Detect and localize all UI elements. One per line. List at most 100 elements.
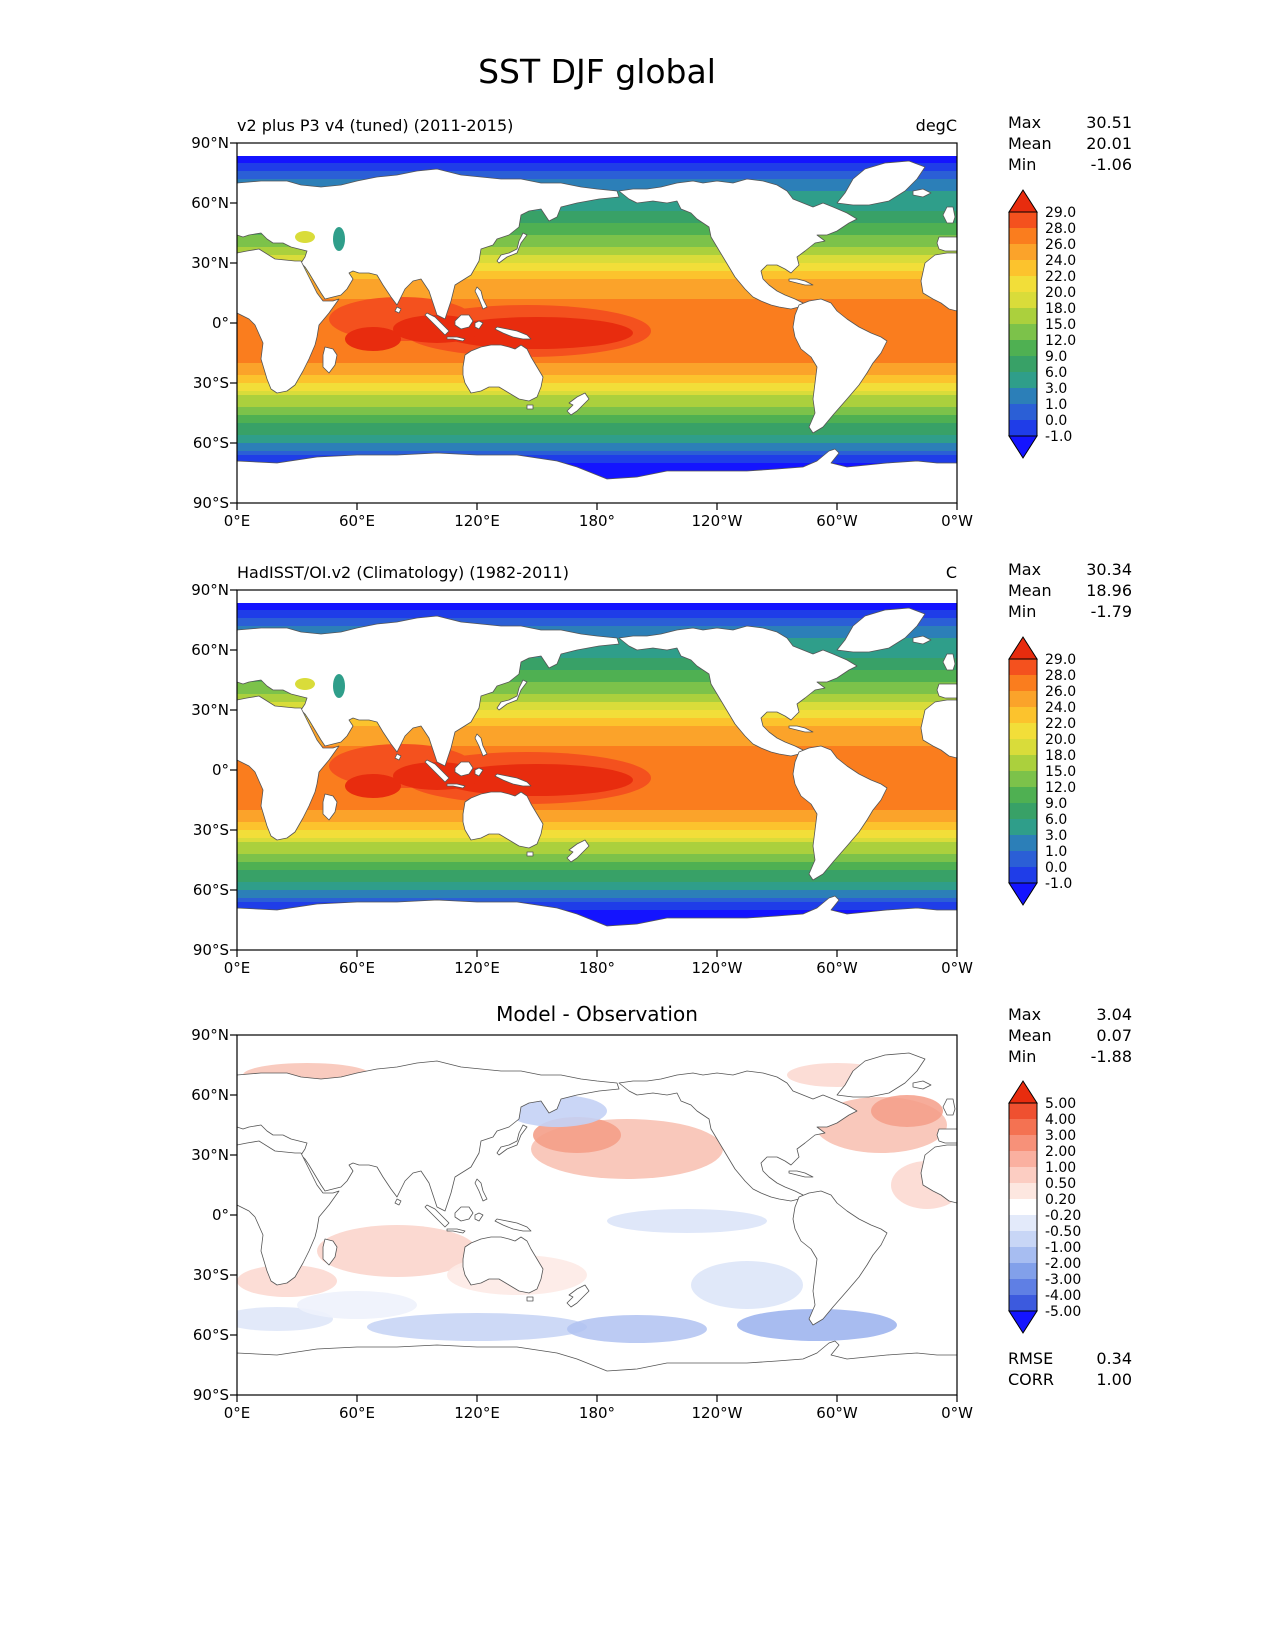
colorbar-tick-label: 0.0	[1045, 413, 1067, 429]
lon-tick-label: 120°W	[691, 512, 743, 530]
lon-tick-label: 60°E	[338, 1404, 376, 1422]
colorbar-tick-label: 3.0	[1045, 828, 1067, 844]
colorbar-tick-label: 22.0	[1045, 269, 1076, 285]
stat-max: Max 30.34	[1008, 560, 1132, 579]
colorbar-tick-label: 6.0	[1045, 365, 1067, 381]
colorbar-tick-label: 1.00	[1045, 1160, 1076, 1176]
colorbar-model: 29.028.026.024.022.020.018.015.012.09.06…	[1008, 189, 1076, 459]
stat-max: Max 3.04	[1008, 1005, 1132, 1024]
colorbar-tick-label: 28.0	[1045, 668, 1076, 684]
lon-tick-label: 180°	[578, 1404, 616, 1422]
lat-tick-label: 90°S	[192, 1386, 229, 1404]
colorbar-tick-label: -1.0	[1045, 429, 1072, 445]
panel1-title: v2 plus P3 v4 (tuned) (2011-2015)	[237, 116, 514, 135]
lat-tick-label: 30°S	[192, 1266, 229, 1284]
colorbar-tick-label: 20.0	[1045, 285, 1076, 301]
colorbar-tick-label: 26.0	[1045, 684, 1076, 700]
lon-tick-label: 0°W	[941, 512, 973, 530]
map-observation	[230, 589, 958, 957]
lat-tick-label: 60°N	[191, 194, 229, 212]
stat-mean: Mean 20.01	[1008, 134, 1132, 153]
colorbar-tick-label: 9.0	[1045, 349, 1067, 365]
colorbar-difference: 5.004.003.002.001.000.500.20-0.20-0.50-1…	[1008, 1080, 1081, 1334]
colorbar-tick-label: 20.0	[1045, 732, 1076, 748]
lat-tick-label: 90°N	[191, 581, 229, 599]
colorbar-tick-label: 15.0	[1045, 317, 1076, 333]
colorbar-tick-label: 18.0	[1045, 301, 1076, 317]
colorbar-tick-label: 24.0	[1045, 253, 1076, 269]
panel3-title: Model - Observation	[496, 1002, 698, 1026]
lon-tick-label: 120°W	[691, 959, 743, 977]
colorbar-tick-label: -1.0	[1045, 876, 1072, 892]
panel2-units: C	[945, 563, 957, 582]
colorbar-tick-label: 12.0	[1045, 780, 1076, 796]
colorbar-tick-label: 0.20	[1045, 1192, 1076, 1208]
stat-mean: Mean 0.07	[1008, 1026, 1132, 1045]
colorbar-tick-label: 9.0	[1045, 796, 1067, 812]
lat-tick-label: 60°S	[192, 434, 229, 452]
map-model	[230, 142, 958, 510]
panel2-stats: Max 30.34 Mean 18.96 Min -1.79	[1008, 559, 1132, 622]
colorbar-tick-label: 1.0	[1045, 397, 1067, 413]
lon-tick-label: 60°W	[816, 959, 858, 977]
lat-tick-label: 60°N	[191, 641, 229, 659]
colorbar-tick-label: 28.0	[1045, 221, 1076, 237]
stat-mean: Mean 18.96	[1008, 581, 1132, 600]
lon-tick-label: 60°W	[816, 1404, 858, 1422]
lon-tick-label: 60°E	[338, 512, 376, 530]
colorbar-tick-label: 1.0	[1045, 844, 1067, 860]
colorbar-tick-label: 5.00	[1045, 1096, 1076, 1112]
colorbar-tick-label: -3.00	[1045, 1272, 1081, 1288]
colorbar-tick-label: 12.0	[1045, 333, 1076, 349]
lon-tick-label: 180°	[578, 512, 616, 530]
lon-tick-label: 0°E	[223, 959, 251, 977]
lat-tick-label: 30°N	[191, 254, 229, 272]
lon-tick-label: 60°E	[338, 959, 376, 977]
stat-min: Min -1.88	[1008, 1047, 1132, 1066]
lat-tick-label: 60°S	[192, 1326, 229, 1344]
colorbar-tick-label: 0.50	[1045, 1176, 1076, 1192]
panel1-stats: Max 30.51 Mean 20.01 Min -1.06	[1008, 112, 1132, 175]
stat-min: Min -1.79	[1008, 602, 1132, 621]
colorbar-tick-label: 0.0	[1045, 860, 1067, 876]
lat-tick-label: 60°N	[191, 1086, 229, 1104]
panel2-header: HadISST/OI.v2 (Climatology) (1982-2011) …	[237, 563, 957, 582]
colorbar-tick-label: 24.0	[1045, 700, 1076, 716]
colorbar-tick-label: -1.00	[1045, 1240, 1081, 1256]
lon-tick-label: 0°W	[941, 959, 973, 977]
colorbar-tick-label: -2.00	[1045, 1256, 1081, 1272]
panel1-header: v2 plus P3 v4 (tuned) (2011-2015) degC	[237, 116, 957, 135]
panel3-stats: Max 3.04 Mean 0.07 Min -1.88	[1008, 1004, 1132, 1067]
lon-tick-label: 120°E	[454, 1404, 500, 1422]
lat-tick-label: 0°	[211, 761, 229, 779]
colorbar-tick-label: -0.20	[1045, 1208, 1081, 1224]
lat-tick-label: 90°S	[192, 494, 229, 512]
lat-tick-label: 90°N	[191, 1026, 229, 1044]
colorbar-tick-label: -0.50	[1045, 1224, 1081, 1240]
lon-tick-label: 0°E	[223, 1404, 251, 1422]
lat-tick-label: 30°N	[191, 701, 229, 719]
colorbar-observation: 29.028.026.024.022.020.018.015.012.09.06…	[1008, 636, 1076, 906]
colorbar-tick-label: 26.0	[1045, 237, 1076, 253]
lat-tick-label: 30°S	[192, 374, 229, 392]
figure-title: SST DJF global	[478, 52, 716, 91]
lon-tick-label: 120°W	[691, 1404, 743, 1422]
lon-tick-label: 0°E	[223, 512, 251, 530]
colorbar-tick-label: 4.00	[1045, 1112, 1076, 1128]
colorbar-tick-label: 3.0	[1045, 381, 1067, 397]
panel3-header: Model - Observation	[237, 1002, 957, 1026]
lat-tick-label: 30°S	[192, 821, 229, 839]
colorbar-tick-label: 18.0	[1045, 748, 1076, 764]
colorbar-tick-label: 3.00	[1045, 1128, 1076, 1144]
panel2-title: HadISST/OI.v2 (Climatology) (1982-2011)	[237, 563, 569, 582]
stat-min: Min -1.06	[1008, 155, 1132, 174]
stat-rmse: RMSE 0.34	[1008, 1349, 1132, 1368]
lon-tick-label: 120°E	[454, 959, 500, 977]
lat-tick-label: 30°N	[191, 1146, 229, 1164]
colorbar-tick-label: 29.0	[1045, 205, 1076, 221]
colorbar-tick-label: -4.00	[1045, 1288, 1081, 1304]
colorbar-tick-label: 2.00	[1045, 1144, 1076, 1160]
colorbar-tick-label: 15.0	[1045, 764, 1076, 780]
colorbar-tick-label: 29.0	[1045, 652, 1076, 668]
